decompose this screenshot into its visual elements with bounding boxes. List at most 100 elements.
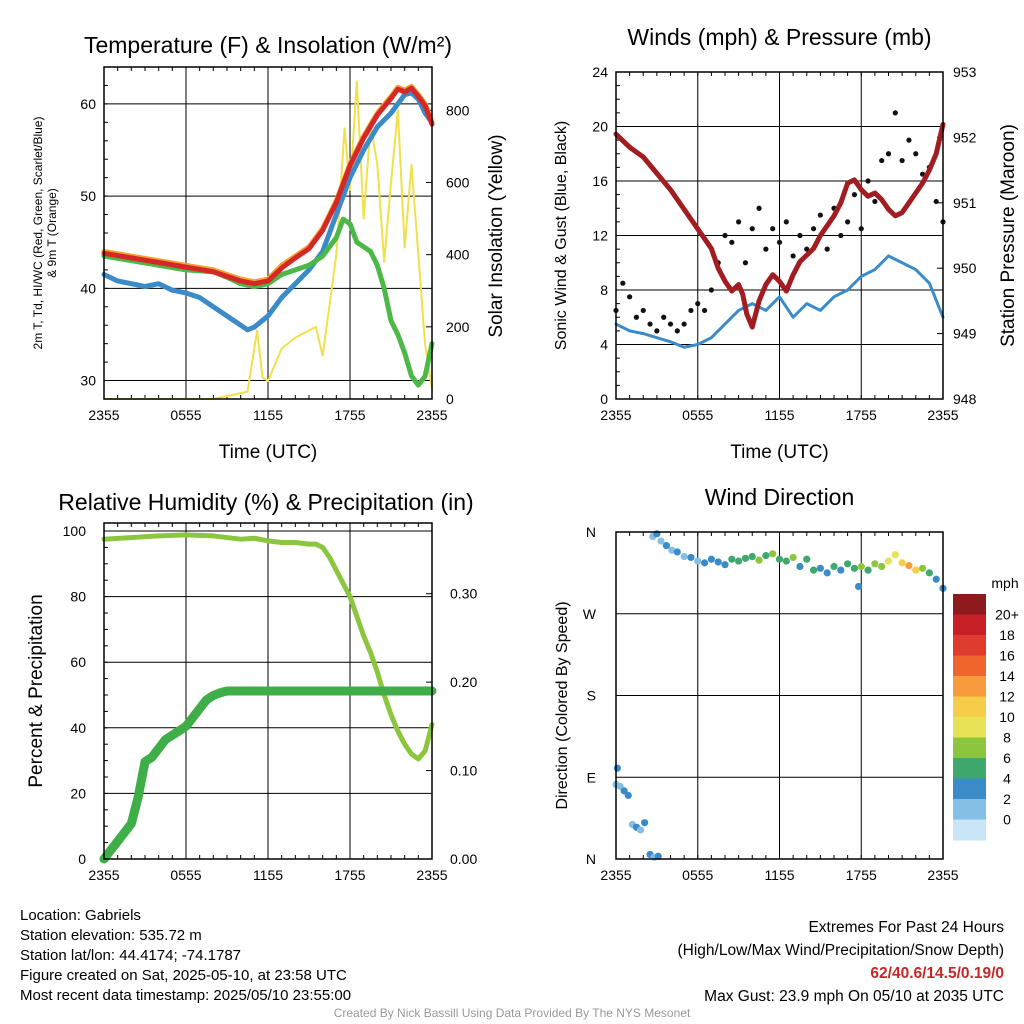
x-tick-label: 0555 <box>170 407 201 423</box>
direction-point <box>694 557 702 565</box>
chart-title: Temperature (F) & Insolation (W/m²) <box>84 32 452 58</box>
location-text: Location: Gabriels <box>20 907 141 924</box>
direction-point <box>673 548 681 556</box>
direction-point <box>891 551 899 559</box>
direction-point <box>837 566 845 574</box>
direction-point <box>775 555 784 563</box>
colorbar-label: 4 <box>1003 771 1011 787</box>
y-axis-label: Sonic Wind & Gust (Blue, Black) <box>553 121 570 350</box>
gust-point <box>872 198 878 205</box>
gust-point <box>810 226 817 232</box>
y-tick-label: 60 <box>80 96 96 112</box>
direction-point <box>789 553 797 562</box>
direction-point <box>830 562 838 571</box>
gust-point <box>647 321 653 327</box>
direction-point <box>809 566 818 574</box>
colorbar-label: 10 <box>999 709 1015 725</box>
colorbar-swatch <box>953 758 986 779</box>
plot-frame <box>103 522 433 860</box>
y-tick-label: 80 <box>70 589 86 605</box>
gust-point <box>851 192 858 198</box>
y-tick-label: 100 <box>63 523 87 539</box>
direction-point <box>803 555 811 563</box>
gust-point <box>763 246 769 252</box>
x-tick-label: 2355 <box>600 867 631 883</box>
gust-point <box>879 157 885 164</box>
y2-tick-label: 600 <box>446 174 470 190</box>
direction-point <box>871 560 879 568</box>
y-tick-label: W <box>583 606 597 622</box>
direction-point <box>662 542 671 550</box>
y2-tick-label: 0.20 <box>450 674 477 690</box>
direction-point <box>884 557 893 565</box>
x-tick-label: 1755 <box>846 407 877 423</box>
y2-tick-label: 0 <box>446 391 454 407</box>
credit-text: Created By Nick Bassill Using Data Provi… <box>333 1006 691 1020</box>
colorbar-swatch <box>953 799 986 820</box>
rh-series-line-1 <box>99 686 437 864</box>
plot-frame <box>615 531 944 860</box>
colorbar-swatch <box>953 696 986 718</box>
y2-tick-label: 0.00 <box>450 851 477 867</box>
direction-point <box>850 564 859 572</box>
direction-point <box>898 559 906 567</box>
direction-point <box>721 561 729 569</box>
colorbar-label: 16 <box>999 648 1015 664</box>
x-tick-label: 1755 <box>334 867 365 883</box>
gust-point <box>858 226 864 232</box>
direction-point <box>748 552 756 561</box>
colorbar-title: mph <box>991 575 1018 591</box>
y2-tick-label: 400 <box>446 247 470 263</box>
speed-colorbar: mph 20+ 18 16 14 12 10 8 6 4 2 0 <box>953 575 1019 841</box>
gust-point <box>654 328 660 334</box>
colorbar-swatch <box>953 676 986 697</box>
direction-point <box>905 562 913 570</box>
y2-tick-label: 0.10 <box>450 763 477 779</box>
y-tick-label: 20 <box>592 119 608 135</box>
direction-point <box>657 537 665 545</box>
chart-title: Relative Humidity (%) & Precipitation (i… <box>58 489 473 515</box>
direction-point <box>700 559 709 567</box>
y-tick-label: E <box>587 769 596 785</box>
y2-axis-label: Station Pressure (Maroon) <box>998 124 1019 347</box>
plot-frame <box>103 66 433 400</box>
direction-point <box>714 558 722 566</box>
wind-series-line-0 <box>614 254 945 349</box>
direction-point <box>918 564 927 572</box>
x-tick-label: 2355 <box>416 407 447 423</box>
x-axis-label: Time (UTC) <box>219 442 318 463</box>
y-tick-label: 60 <box>70 654 86 670</box>
direction-point <box>823 569 831 577</box>
y-tick-label: 40 <box>80 280 96 296</box>
gust-point <box>790 253 796 259</box>
direction-point <box>878 562 886 571</box>
direction-point <box>796 562 804 571</box>
gust-point <box>688 307 694 314</box>
x-tick-label: 1155 <box>764 867 794 883</box>
direction-point <box>680 552 688 561</box>
colorbar-label: 8 <box>1003 730 1011 746</box>
y2-tick-label: 949 <box>953 326 977 342</box>
colorbar-swatch <box>953 717 986 738</box>
colorbar-label: 20+ <box>995 607 1019 623</box>
gust-point <box>770 226 776 232</box>
x-tick-label: 0555 <box>682 407 713 423</box>
gust-point <box>708 287 714 293</box>
y-tick-label: 30 <box>80 373 96 389</box>
x-tick-label: 2355 <box>88 407 119 423</box>
direction-point <box>613 764 621 772</box>
chart-title: Winds (mph) & Pressure (mb) <box>627 24 931 50</box>
direction-point <box>925 569 933 577</box>
y-tick-label: 16 <box>592 173 608 189</box>
gust-point <box>776 239 783 245</box>
gust-point <box>620 280 626 286</box>
colorbar-swatch <box>953 655 986 677</box>
direction-point <box>624 791 632 800</box>
gust-point <box>722 232 728 239</box>
recent-text: Most recent data timestamp: 2025/05/10 2… <box>20 987 352 1004</box>
y2-tick-label: 950 <box>953 260 977 276</box>
direction-point <box>782 557 790 565</box>
extremes-title: Extremes For Past 24 Hours <box>808 919 1004 936</box>
